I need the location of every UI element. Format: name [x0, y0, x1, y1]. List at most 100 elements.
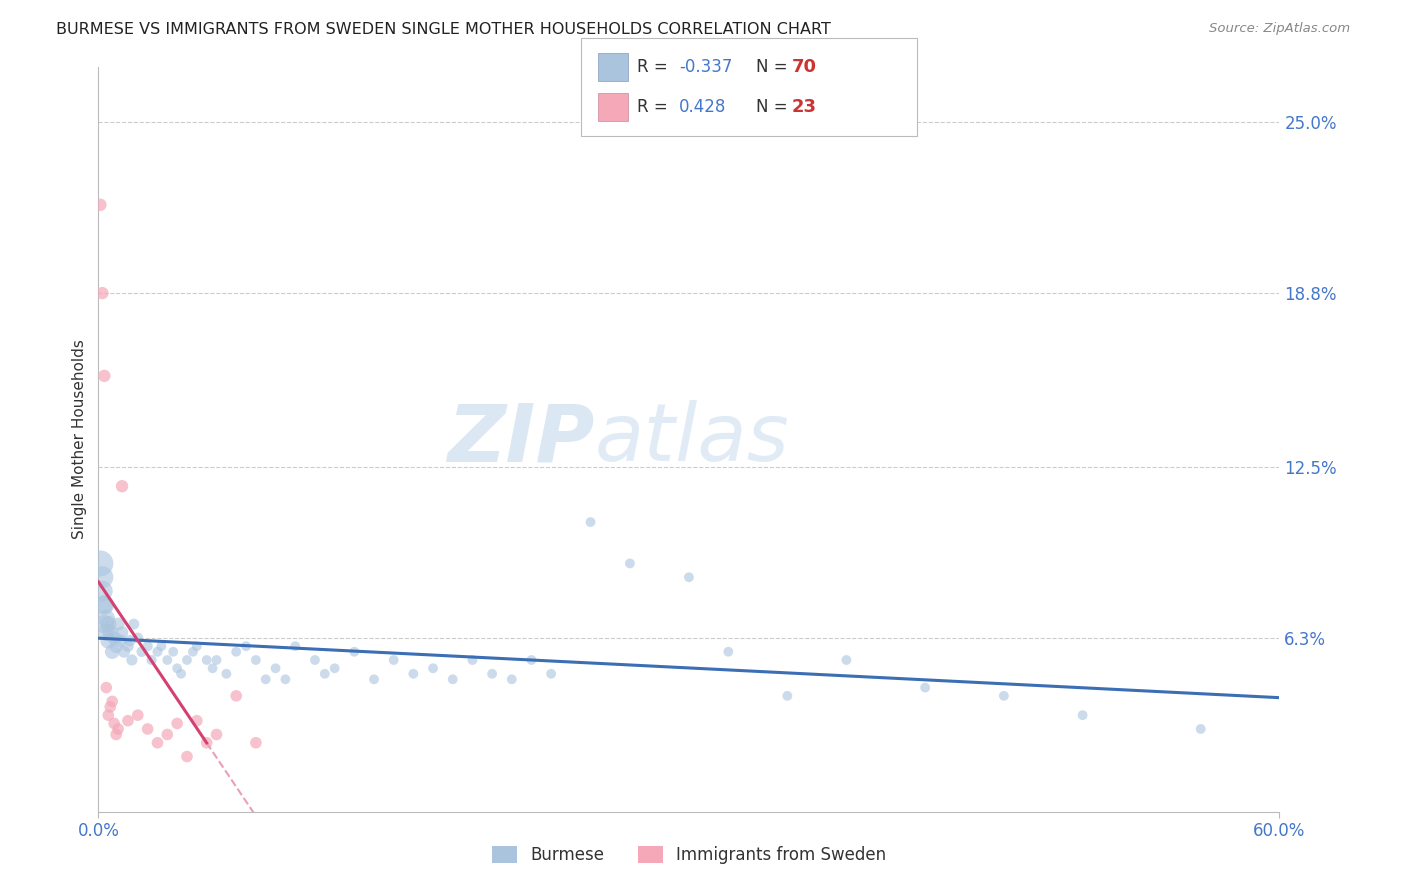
- Point: [461, 653, 484, 667]
- Legend: Burmese, Immigrants from Sweden: Burmese, Immigrants from Sweden: [485, 838, 893, 871]
- Point: [225, 645, 247, 659]
- Point: [422, 661, 444, 675]
- Point: [111, 625, 134, 640]
- Point: [91, 570, 114, 584]
- Text: 23: 23: [792, 98, 817, 116]
- Point: [540, 666, 562, 681]
- Point: [111, 479, 134, 493]
- Point: [205, 727, 228, 741]
- Point: [121, 653, 143, 667]
- Text: Source: ZipAtlas.com: Source: ZipAtlas.com: [1209, 22, 1350, 36]
- Point: [97, 708, 120, 723]
- Y-axis label: Single Mother Households: Single Mother Households: [72, 339, 87, 540]
- Text: atlas: atlas: [595, 401, 789, 478]
- Point: [93, 598, 115, 612]
- Point: [156, 653, 179, 667]
- Text: -0.337: -0.337: [679, 58, 733, 76]
- Point: [91, 286, 114, 301]
- Text: 0.428: 0.428: [679, 98, 727, 116]
- Point: [131, 645, 153, 659]
- Point: [117, 639, 139, 653]
- Point: [343, 645, 366, 659]
- Point: [402, 666, 425, 681]
- Text: BURMESE VS IMMIGRANTS FROM SWEDEN SINGLE MOTHER HOUSEHOLDS CORRELATION CHART: BURMESE VS IMMIGRANTS FROM SWEDEN SINGLE…: [56, 22, 831, 37]
- Point: [914, 681, 936, 695]
- Point: [91, 584, 114, 599]
- Point: [93, 617, 115, 632]
- Point: [97, 633, 120, 648]
- Point: [254, 673, 277, 687]
- Point: [274, 673, 297, 687]
- Point: [1189, 722, 1212, 736]
- Point: [93, 368, 115, 383]
- Text: N =: N =: [756, 98, 793, 116]
- Point: [304, 653, 326, 667]
- Point: [98, 699, 121, 714]
- Point: [127, 708, 149, 723]
- Point: [1071, 708, 1094, 723]
- Point: [245, 653, 267, 667]
- Point: [141, 653, 163, 667]
- Point: [105, 727, 128, 741]
- Point: [579, 515, 602, 529]
- Point: [97, 617, 120, 632]
- Point: [215, 666, 238, 681]
- Point: [201, 661, 224, 675]
- Point: [382, 653, 405, 667]
- Point: [136, 722, 159, 736]
- Point: [101, 645, 124, 659]
- Point: [520, 653, 543, 667]
- Point: [136, 639, 159, 653]
- Point: [103, 631, 125, 645]
- Point: [98, 625, 121, 640]
- Point: [150, 639, 173, 653]
- Point: [96, 612, 118, 626]
- Text: R =: R =: [637, 58, 673, 76]
- Point: [776, 689, 799, 703]
- Point: [481, 666, 503, 681]
- Point: [162, 645, 184, 659]
- Point: [89, 198, 111, 212]
- Point: [101, 694, 124, 708]
- Text: ZIP: ZIP: [447, 401, 595, 478]
- Text: 70: 70: [792, 58, 817, 76]
- Text: N =: N =: [756, 58, 793, 76]
- Point: [195, 736, 218, 750]
- Point: [166, 716, 188, 731]
- Point: [186, 714, 208, 728]
- Point: [176, 749, 198, 764]
- Point: [235, 639, 257, 653]
- Point: [323, 661, 346, 675]
- Point: [127, 631, 149, 645]
- Point: [284, 639, 307, 653]
- Point: [107, 617, 129, 632]
- Point: [166, 661, 188, 675]
- Point: [118, 633, 141, 648]
- Point: [107, 722, 129, 736]
- Point: [117, 714, 139, 728]
- Point: [225, 689, 247, 703]
- Point: [122, 617, 145, 632]
- Point: [93, 598, 115, 612]
- Point: [105, 639, 128, 653]
- Point: [112, 645, 135, 659]
- Point: [835, 653, 858, 667]
- Point: [181, 645, 204, 659]
- Point: [146, 645, 169, 659]
- Text: R =: R =: [637, 98, 673, 116]
- Point: [170, 666, 193, 681]
- Point: [156, 727, 179, 741]
- Point: [108, 633, 131, 648]
- Point: [501, 673, 523, 687]
- Point: [717, 645, 740, 659]
- Point: [195, 653, 218, 667]
- Point: [678, 570, 700, 584]
- Point: [96, 625, 118, 640]
- Point: [441, 673, 464, 687]
- Point: [993, 689, 1015, 703]
- Point: [186, 639, 208, 653]
- Point: [619, 557, 641, 571]
- Point: [96, 681, 118, 695]
- Point: [205, 653, 228, 667]
- Point: [363, 673, 385, 687]
